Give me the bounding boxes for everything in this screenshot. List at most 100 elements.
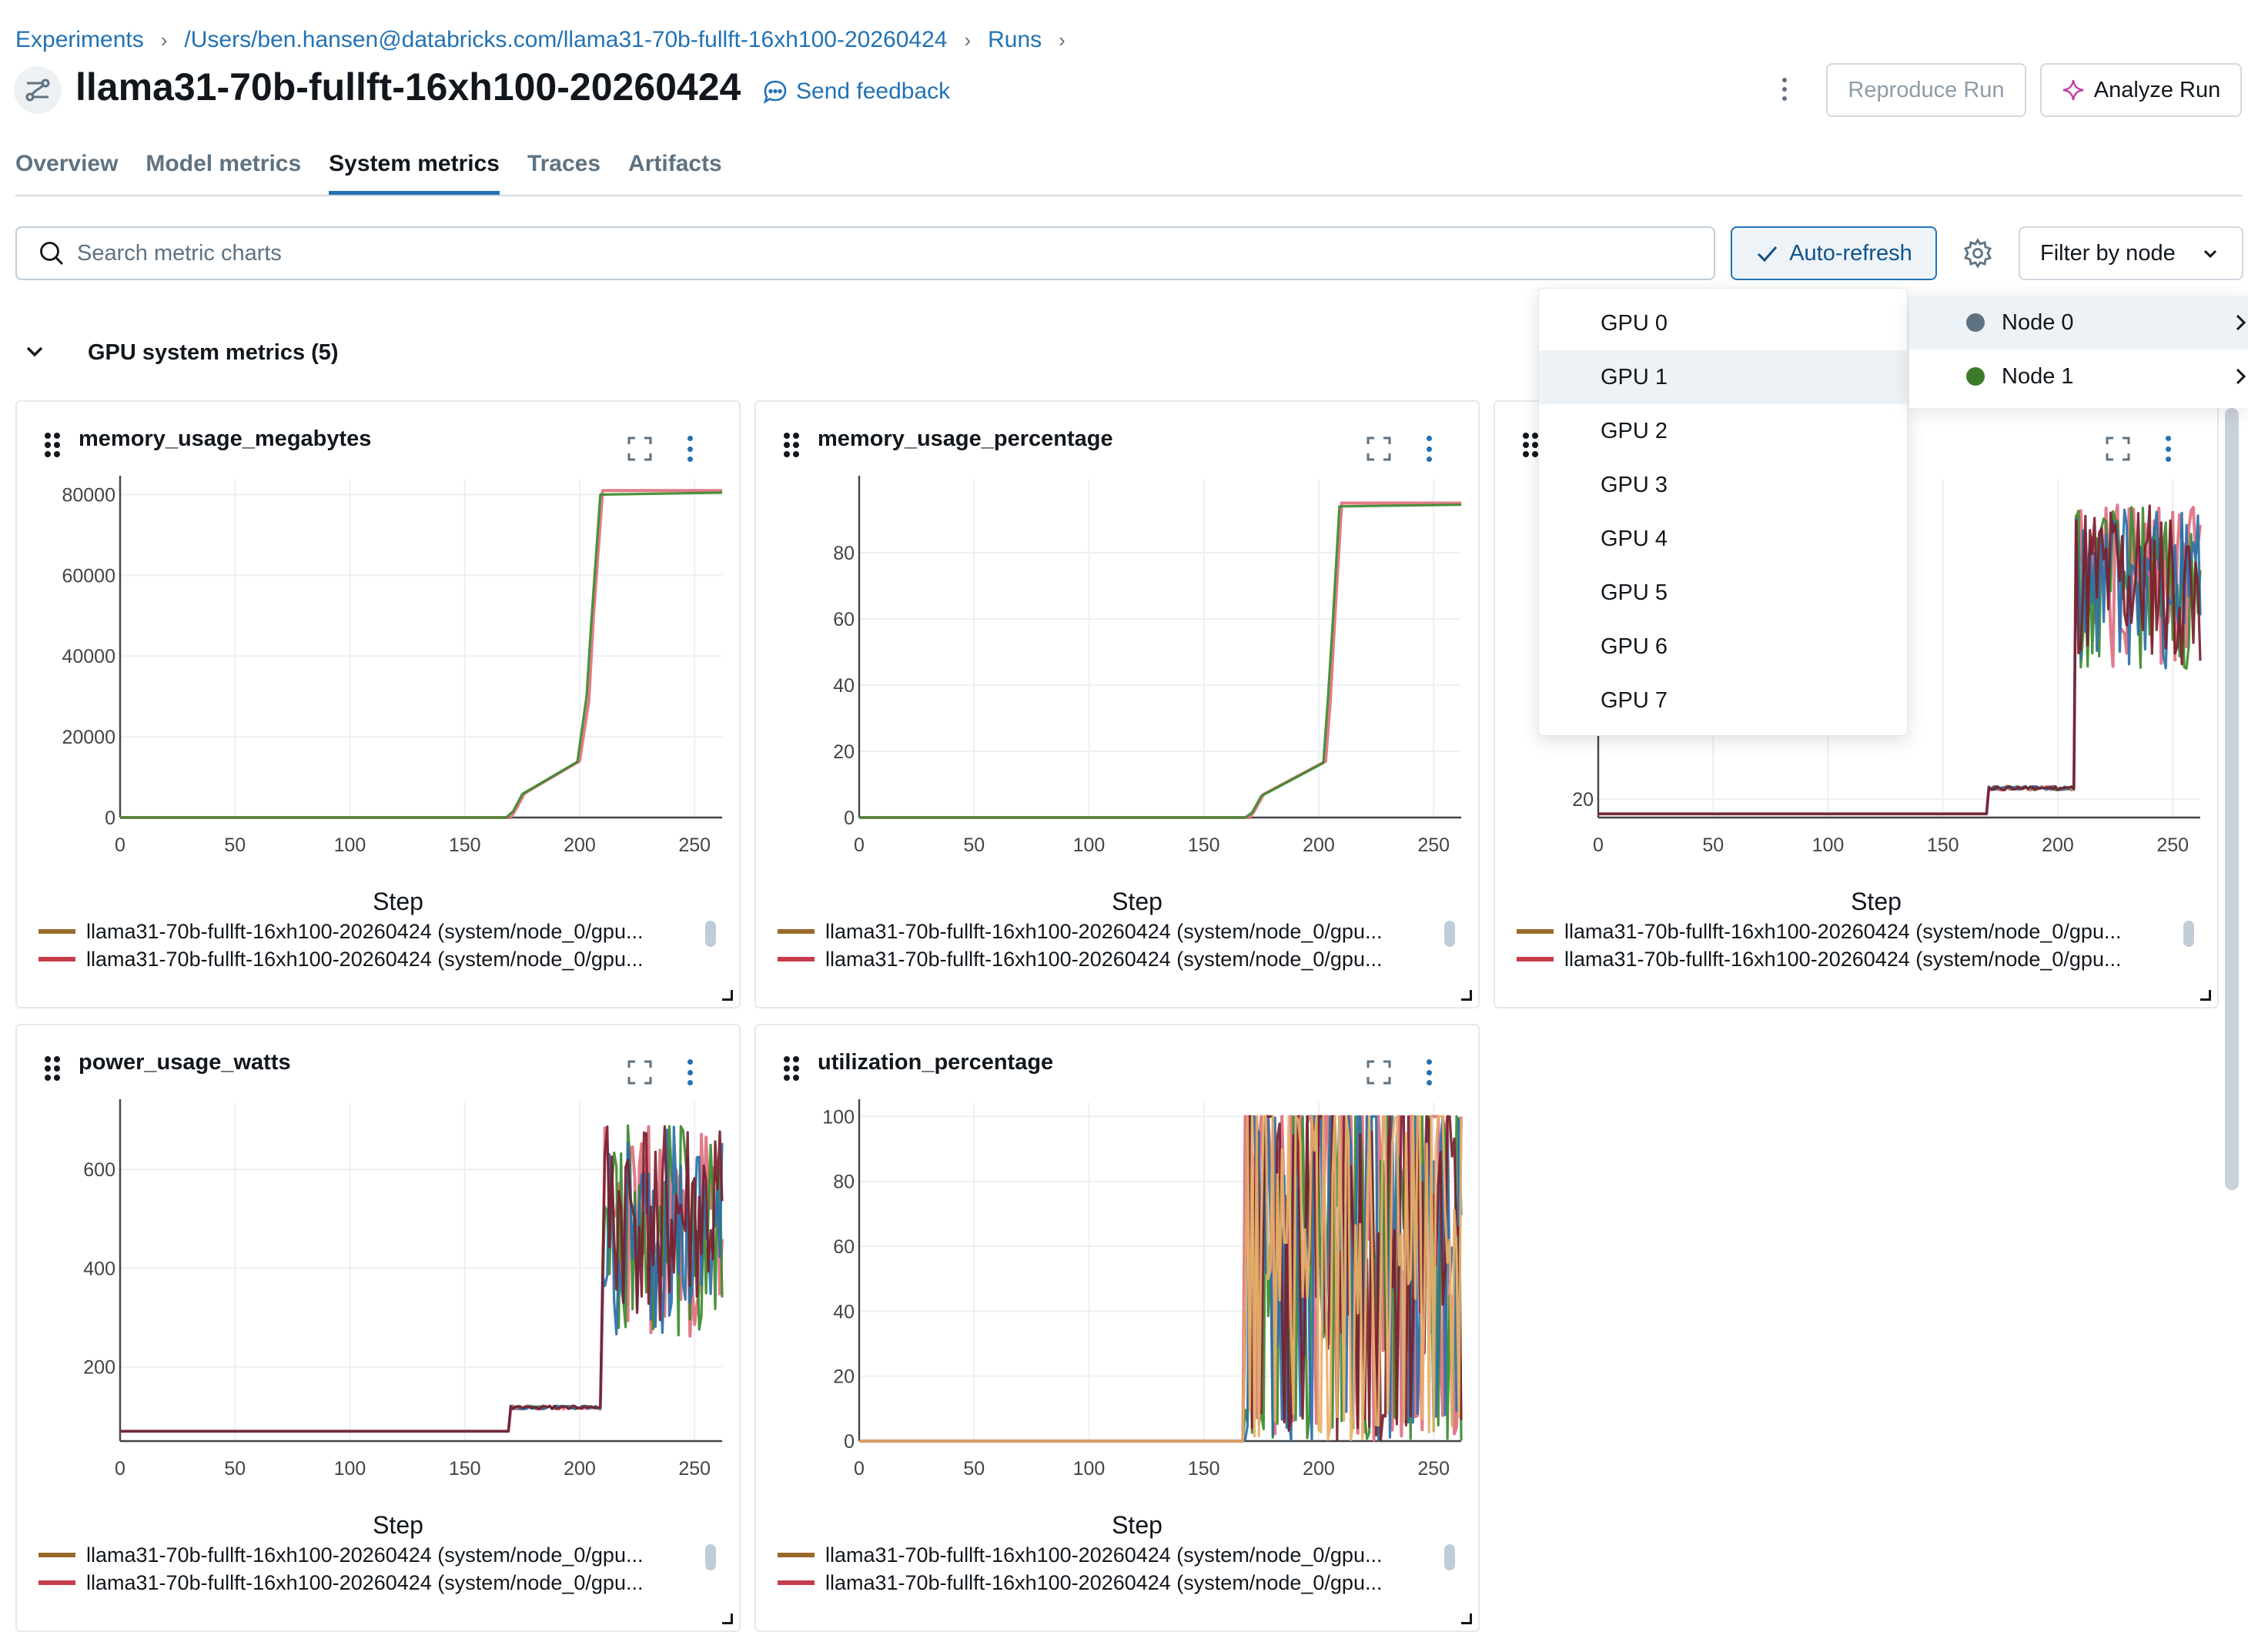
reproduce-run-button[interactable]: Reproduce Run [1826,63,2026,117]
legend-entry[interactable]: llama31-70b-fullft-16xh100-20260424 (sys… [1517,945,2194,973]
legend-scrollbar[interactable] [2183,921,2194,947]
drag-handle-icon[interactable] [1523,433,1538,457]
breadcrumb-experiment-path[interactable]: /Users/ben.hansen@databricks.com/llama31… [184,27,948,52]
resize-handle-icon[interactable] [1461,1614,1472,1624]
menu-item-gpu-6[interactable]: GPU 6 [1601,634,1668,659]
y-tick-label: 20 [833,741,855,763]
resize-handle-icon[interactable] [722,1614,733,1624]
menu-item-gpu-5[interactable]: GPU 5 [1601,580,1668,605]
legend-entry[interactable]: llama31-70b-fullft-16xh100-20260424 (sys… [38,918,716,945]
chart-title: memory_usage_percentage [818,426,1113,451]
menu-item-gpu-7[interactable]: GPU 7 [1601,687,1668,713]
drag-handle-icon[interactable] [45,1056,60,1081]
tab-bar: Overview Model metrics System metrics Tr… [15,151,722,195]
resize-handle-icon[interactable] [1461,990,1472,1001]
legend-label: llama31-70b-fullft-16xh100-20260424 (sys… [1564,947,2122,971]
series-line[interactable] [120,489,722,819]
resize-handle-icon[interactable] [722,990,733,1001]
page-scrollbar[interactable] [2225,408,2239,1190]
y-tick-label: 80 [833,543,855,564]
filter-by-node-dropdown[interactable]: Filter by node [2019,226,2243,280]
legend-entry[interactable]: llama31-70b-fullft-16xh100-20260424 (sys… [38,1569,716,1597]
breadcrumb: Experiments › /Users/ben.hansen@databric… [15,23,1082,57]
menu-item-node-0[interactable]: Node 0 [1909,296,2248,349]
chart-menu-kebab-icon[interactable] [2163,436,2173,462]
analyze-run-button[interactable]: Analyze Run [2040,63,2242,117]
x-tick-label: 50 [963,834,985,856]
legend-scrollbar[interactable] [1444,921,1455,947]
x-tick-label: 200 [1303,834,1335,856]
series-line[interactable] [120,1125,724,1433]
chart-menu-kebab-icon[interactable] [685,436,694,462]
x-tick-label: 0 [854,834,865,856]
x-tick-label: 200 [564,834,596,856]
legend-scrollbar[interactable] [705,921,716,947]
drag-handle-icon[interactable] [784,1056,799,1081]
menu-item-node-1[interactable]: Node 1 [1909,349,2248,403]
legend-entry[interactable]: llama31-70b-fullft-16xh100-20260424 (sys… [778,945,1455,973]
x-tick-label: 250 [1417,834,1450,856]
chart-plot[interactable]: 0 50 100 150 200 250 0 20000 40000 60000 80000 Step [17,402,742,1010]
fullscreen-expand-icon[interactable] [2105,436,2131,462]
legend-entry[interactable]: llama31-70b-fullft-16xh100-20260424 (sys… [38,945,716,973]
chart-menu-kebab-icon[interactable] [1424,436,1433,462]
chart-plot[interactable]: 0 50 100 150 200 250 0 20 40 60 80 100 Step [756,1025,1481,1634]
fullscreen-expand-icon[interactable] [1366,436,1392,462]
legend-entry[interactable]: llama31-70b-fullft-16xh100-20260424 (sys… [778,1541,1455,1569]
fullscreen-expand-icon[interactable] [627,436,653,462]
menu-item-gpu-2[interactable]: GPU 2 [1601,418,1668,443]
collapse-chevron-icon[interactable] [23,340,46,363]
fullscreen-expand-icon[interactable] [627,1059,653,1085]
x-axis-label: Step [373,1511,423,1539]
y-tick-label: 400 [83,1258,115,1279]
more-actions-kebab-icon[interactable] [1771,74,1798,105]
search-placeholder: Search metric charts [77,240,282,266]
drag-handle-icon[interactable] [45,433,60,457]
legend-entry[interactable]: llama31-70b-fullft-16xh100-20260424 (sys… [778,1569,1455,1597]
legend-entry[interactable]: llama31-70b-fullft-16xh100-20260424 (sys… [778,918,1455,945]
search-input[interactable]: Search metric charts [15,226,1715,280]
drag-handle-icon[interactable] [784,433,799,457]
legend-entry[interactable]: llama31-70b-fullft-16xh100-20260424 (sys… [38,1541,716,1569]
legend-swatch [38,957,75,961]
menu-item-gpu-4[interactable]: GPU 4 [1601,526,1668,551]
menu-item-gpu-3[interactable]: GPU 3 [1601,472,1668,497]
series-line[interactable] [859,503,1462,819]
send-feedback-link[interactable]: Send feedback [762,79,950,105]
tab-system-metrics[interactable]: System metrics [329,151,500,195]
x-tick-label: 0 [115,834,125,856]
tab-artifacts[interactable]: Artifacts [628,151,722,176]
legend-scrollbar[interactable] [705,1544,716,1570]
series-line[interactable] [859,1115,1463,1443]
chart-menu-kebab-icon[interactable] [685,1059,694,1085]
gear-icon[interactable] [1960,236,1995,271]
tab-traces[interactable]: Traces [527,151,601,176]
auto-refresh-toggle[interactable]: Auto-refresh [1731,226,1937,280]
y-tick-label: 80000 [62,484,115,506]
legend-label: llama31-70b-fullft-16xh100-20260424 (sys… [825,919,1383,943]
fullscreen-expand-icon[interactable] [1366,1059,1392,1085]
breadcrumb-runs[interactable]: Runs [988,27,1042,52]
series-line[interactable] [859,501,1461,819]
chart-menu-kebab-icon[interactable] [1424,1059,1433,1085]
chart-plot[interactable]: 0 50 100 150 200 250 200 400 600 Step [17,1025,742,1634]
menu-item-gpu-1[interactable]: GPU 1 [1539,350,1908,404]
breadcrumb-experiments[interactable]: Experiments [15,27,144,52]
y-tick-label: 0 [844,1431,855,1453]
tab-model-metrics[interactable]: Model metrics [146,151,302,176]
x-tick-label: 200 [2042,834,2074,856]
legend-swatch [1517,957,1554,961]
series-line[interactable] [120,491,723,819]
auto-refresh-label: Auto-refresh [1789,240,1912,266]
send-feedback-label: Send feedback [796,79,951,104]
legend-scrollbar[interactable] [1444,1544,1455,1570]
chart-plot[interactable]: 0 50 100 150 200 250 0 20 40 60 80 Step [756,402,1481,1010]
tab-overview[interactable]: Overview [15,151,119,176]
series-line[interactable] [120,1124,724,1433]
y-tick-label: 40 [833,675,855,697]
menu-item-gpu-0[interactable]: GPU 0 [1601,310,1668,336]
series-line[interactable] [1598,504,2202,815]
y-tick-label: 100 [822,1106,855,1128]
legend-entry[interactable]: llama31-70b-fullft-16xh100-20260424 (sys… [1517,918,2194,945]
resize-handle-icon[interactable] [2200,990,2211,1001]
